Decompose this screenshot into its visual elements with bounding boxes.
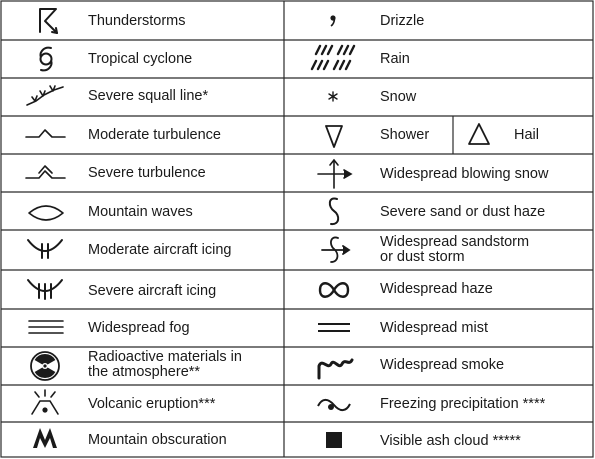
label-widespread-haze: Widespread haze <box>380 281 493 297</box>
shower-icon <box>325 125 343 148</box>
moderate-turbulence-icon <box>25 129 66 138</box>
drizzle-icon <box>330 15 336 27</box>
label-tropical-cyclone: Tropical cyclone <box>88 51 193 67</box>
rain-icon <box>310 44 356 71</box>
mist-icon <box>318 323 350 332</box>
haze-icon <box>318 282 350 298</box>
fog-icon <box>28 320 64 334</box>
moderate-icing-icon <box>27 239 63 259</box>
label-rain: Rain <box>380 51 410 67</box>
tropical-cyclone-icon <box>39 46 53 72</box>
label-radioactive-materials: Radioactive materials in the atmosphere*… <box>88 350 242 380</box>
label-moderate-icing: Moderate aircraft icing <box>88 242 232 258</box>
volcano-icon <box>31 389 59 415</box>
severe-icing-icon <box>27 279 63 300</box>
mountain-obscuration-icon <box>33 428 57 448</box>
snow-icon <box>328 91 338 102</box>
radioactive-icon <box>30 351 60 381</box>
label-snow: Snow <box>380 89 417 105</box>
label-radioactive-line-2: the atmosphere** <box>88 364 201 380</box>
label-severe-icing: Severe aircraft icing <box>88 283 217 299</box>
sand-haze-icon <box>328 197 340 226</box>
label-moderate-turbulence: Moderate turbulence <box>88 127 221 143</box>
label-sandstorm: Widespread sandstorm or dust storm <box>380 235 529 265</box>
label-radioactive-line-1: Radioactive materials in <box>88 349 242 365</box>
label-blowing-snow: Widespread blowing snow <box>380 166 549 182</box>
label-sand-haze: Severe sand or dust haze <box>380 204 546 220</box>
squall-line-icon <box>26 85 64 106</box>
mountain-waves-icon <box>28 205 64 221</box>
label-visible-ash-cloud: Visible ash cloud ***** <box>380 433 521 449</box>
freezing-precipitation-icon <box>317 398 351 412</box>
thunderstorm-icon <box>39 8 58 34</box>
label-widespread-mist: Widespread mist <box>380 320 488 336</box>
label-thunderstorms: Thunderstorms <box>88 13 186 29</box>
label-mountain-waves: Mountain waves <box>88 204 193 220</box>
hail-icon <box>468 123 490 145</box>
severe-turbulence-icon <box>25 165 66 179</box>
label-hail: Hail <box>514 127 539 143</box>
label-drizzle: Drizzle <box>380 13 425 29</box>
label-volcanic-eruption: Volcanic eruption*** <box>88 396 216 412</box>
label-mountain-obscuration: Mountain obscuration <box>88 432 227 448</box>
ash-cloud-icon <box>326 432 342 448</box>
label-shower: Shower <box>380 127 430 143</box>
smoke-icon <box>317 358 354 380</box>
label-widespread-fog: Widespread fog <box>88 320 190 336</box>
label-sandstorm-line-1: Widespread sandstorm <box>380 234 530 250</box>
label-widespread-smoke: Widespread smoke <box>380 357 505 373</box>
sandstorm-icon <box>321 236 351 263</box>
blowing-snow-icon <box>317 158 353 189</box>
label-sandstorm-line-2: or dust storm <box>380 249 465 265</box>
label-severe-squall-line: Severe squall line* <box>88 88 209 104</box>
label-freezing-precipitation: Freezing precipitation **** <box>380 396 546 412</box>
label-severe-turbulence: Severe turbulence <box>88 165 206 181</box>
